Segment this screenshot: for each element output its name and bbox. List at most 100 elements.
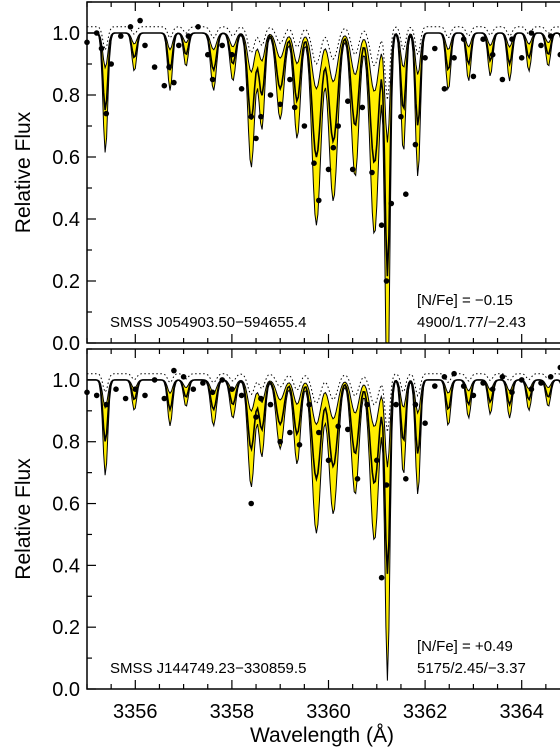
observed-data-point [248, 500, 254, 507]
observed-data-point [185, 33, 192, 39]
observed-data-point [316, 429, 322, 436]
observed-data-point [403, 191, 409, 197]
observed-data-point [335, 423, 342, 430]
x-tick-label: 3360 [306, 701, 351, 723]
observed-data-point [238, 392, 245, 399]
observed-data-point [432, 383, 438, 389]
observed-data-point [219, 42, 225, 49]
observed-data-point [422, 55, 428, 61]
observed-data-point [480, 380, 486, 386]
observed-data-point [345, 98, 351, 104]
observed-data-point [557, 364, 560, 371]
y-tick-label: 0.0 [52, 333, 80, 355]
observed-data-point [267, 92, 274, 98]
y-axis-title: Relative Flux [12, 111, 35, 233]
y-tick-label: 0.2 [52, 617, 80, 639]
observed-data-point [137, 17, 143, 24]
observed-data-point [378, 222, 385, 228]
nitrogen-abundance-label: [N/Fe] = +0.49 [417, 638, 513, 655]
observed-data-point [127, 24, 134, 30]
observed-data-point [118, 33, 124, 39]
observed-data-point [176, 42, 182, 49]
observed-data-point [301, 123, 308, 129]
no-nitrogen-model-line [87, 26, 560, 100]
y-tick-label: 1.0 [52, 23, 80, 45]
observed-data-point [209, 389, 216, 396]
observed-data-point [258, 395, 264, 402]
observed-data-point [180, 374, 187, 380]
observed-data-point [296, 442, 303, 448]
y-tick-label: 0.0 [52, 679, 80, 701]
observed-data-point [499, 76, 506, 83]
observed-data-point [518, 55, 525, 61]
observed-data-point [205, 51, 211, 58]
observed-data-point [354, 476, 361, 482]
observed-data-point [151, 64, 158, 70]
observed-data-point [480, 36, 486, 42]
observed-data-point [103, 110, 110, 117]
observed-data-point [547, 33, 554, 39]
x-tick-label: 3356 [113, 701, 158, 723]
y-tick-label: 0.4 [52, 209, 80, 231]
observed-data-point [518, 377, 525, 383]
observed-data-point [369, 169, 375, 176]
stellar-parameters-label: 5175/2.45/−3.37 [417, 660, 526, 677]
x-tick-label: 3358 [210, 701, 255, 723]
observed-data-point [374, 457, 380, 464]
observed-data-point [161, 82, 168, 89]
observed-data-point [287, 429, 293, 436]
observed-data-point [151, 377, 158, 383]
y-tick-label: 0.4 [52, 555, 80, 577]
observed-data-point [403, 476, 409, 482]
observed-data-point [349, 166, 356, 173]
observed-data-point [253, 135, 259, 142]
observed-data-point [132, 386, 139, 393]
observed-data-point [528, 30, 535, 36]
y-tick-label: 0.6 [52, 147, 80, 169]
observed-data-point [451, 370, 457, 377]
observed-data-point [306, 401, 313, 408]
y-tick-label: 0.8 [52, 85, 80, 107]
observed-data-point [291, 104, 298, 111]
observed-data-point [470, 73, 477, 80]
observed-data-point [253, 414, 259, 420]
observed-data-point [388, 200, 395, 207]
observed-data-point [325, 457, 332, 464]
observed-data-point [113, 386, 119, 393]
observed-data-point [258, 113, 264, 120]
observed-data-point [499, 374, 506, 380]
nitrogen-abundance-label: [N/Fe] = −0.15 [417, 292, 513, 309]
y-tick-label: 1.0 [52, 370, 80, 392]
observed-data-point [398, 113, 404, 120]
observed-data-point [441, 374, 448, 380]
observed-data-point [378, 574, 385, 581]
observed-data-point [470, 392, 477, 399]
observed-data-point [277, 101, 284, 108]
panel-bottom: 0.0 0.2 0.4 0.6 0.8 1.0 3356 3358 3360 3362 3364 Re… [12, 348, 560, 723]
observed-data-point [383, 482, 390, 488]
observed-data-point [412, 401, 419, 408]
observed-data-point [98, 45, 105, 52]
x-axis-title: Wavelength (Å) [250, 724, 394, 747]
observed-data-point [441, 86, 448, 92]
observed-data-point [229, 386, 235, 393]
observed-data-point [195, 24, 201, 30]
observed-data-point [538, 380, 544, 386]
observed-data-point [287, 76, 293, 83]
observed-data-point [345, 426, 351, 433]
observed-data-point [229, 51, 235, 58]
observed-data-point [161, 395, 168, 402]
observed-data-point [238, 86, 245, 92]
observed-data-point [509, 36, 515, 42]
observed-data-point [489, 51, 496, 58]
observed-data-point [122, 395, 129, 402]
observed-data-point [547, 374, 554, 380]
observed-data-point [209, 76, 216, 83]
y-tick-label: 0.2 [52, 271, 80, 293]
star-id-label: SMSS J054903.50−594655.4 [110, 314, 306, 331]
model-envelope-band [87, 379, 560, 681]
x-tick-label: 3362 [403, 701, 448, 723]
y-axis-title: Relative Flux [12, 458, 35, 580]
observed-data-point [171, 79, 177, 86]
